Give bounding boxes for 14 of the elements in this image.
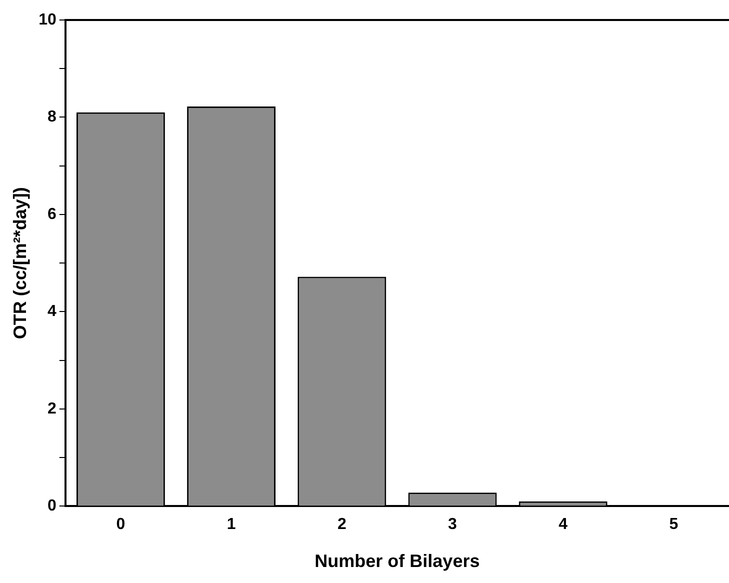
y-tick-label: 6	[47, 206, 56, 223]
x-tick-label: 5	[669, 516, 678, 534]
x-tick-label: 3	[448, 516, 458, 534]
x-tick-label: 4	[558, 516, 568, 534]
y-tick-label: 2	[47, 400, 56, 418]
x-tick-label: 0	[116, 516, 126, 534]
x-tick-label: 2	[337, 516, 346, 534]
x-axis-title: Number of Bilayers	[314, 551, 480, 572]
y-tick-label: 8	[47, 108, 56, 126]
y-tick-label: 10	[38, 11, 56, 28]
x-tick-label: 1	[226, 516, 236, 534]
y-tick-label: 4	[47, 303, 56, 320]
y-axis-title: OTR (cc/[m²*day])	[10, 187, 30, 340]
y-tick-label: 0	[47, 498, 56, 515]
